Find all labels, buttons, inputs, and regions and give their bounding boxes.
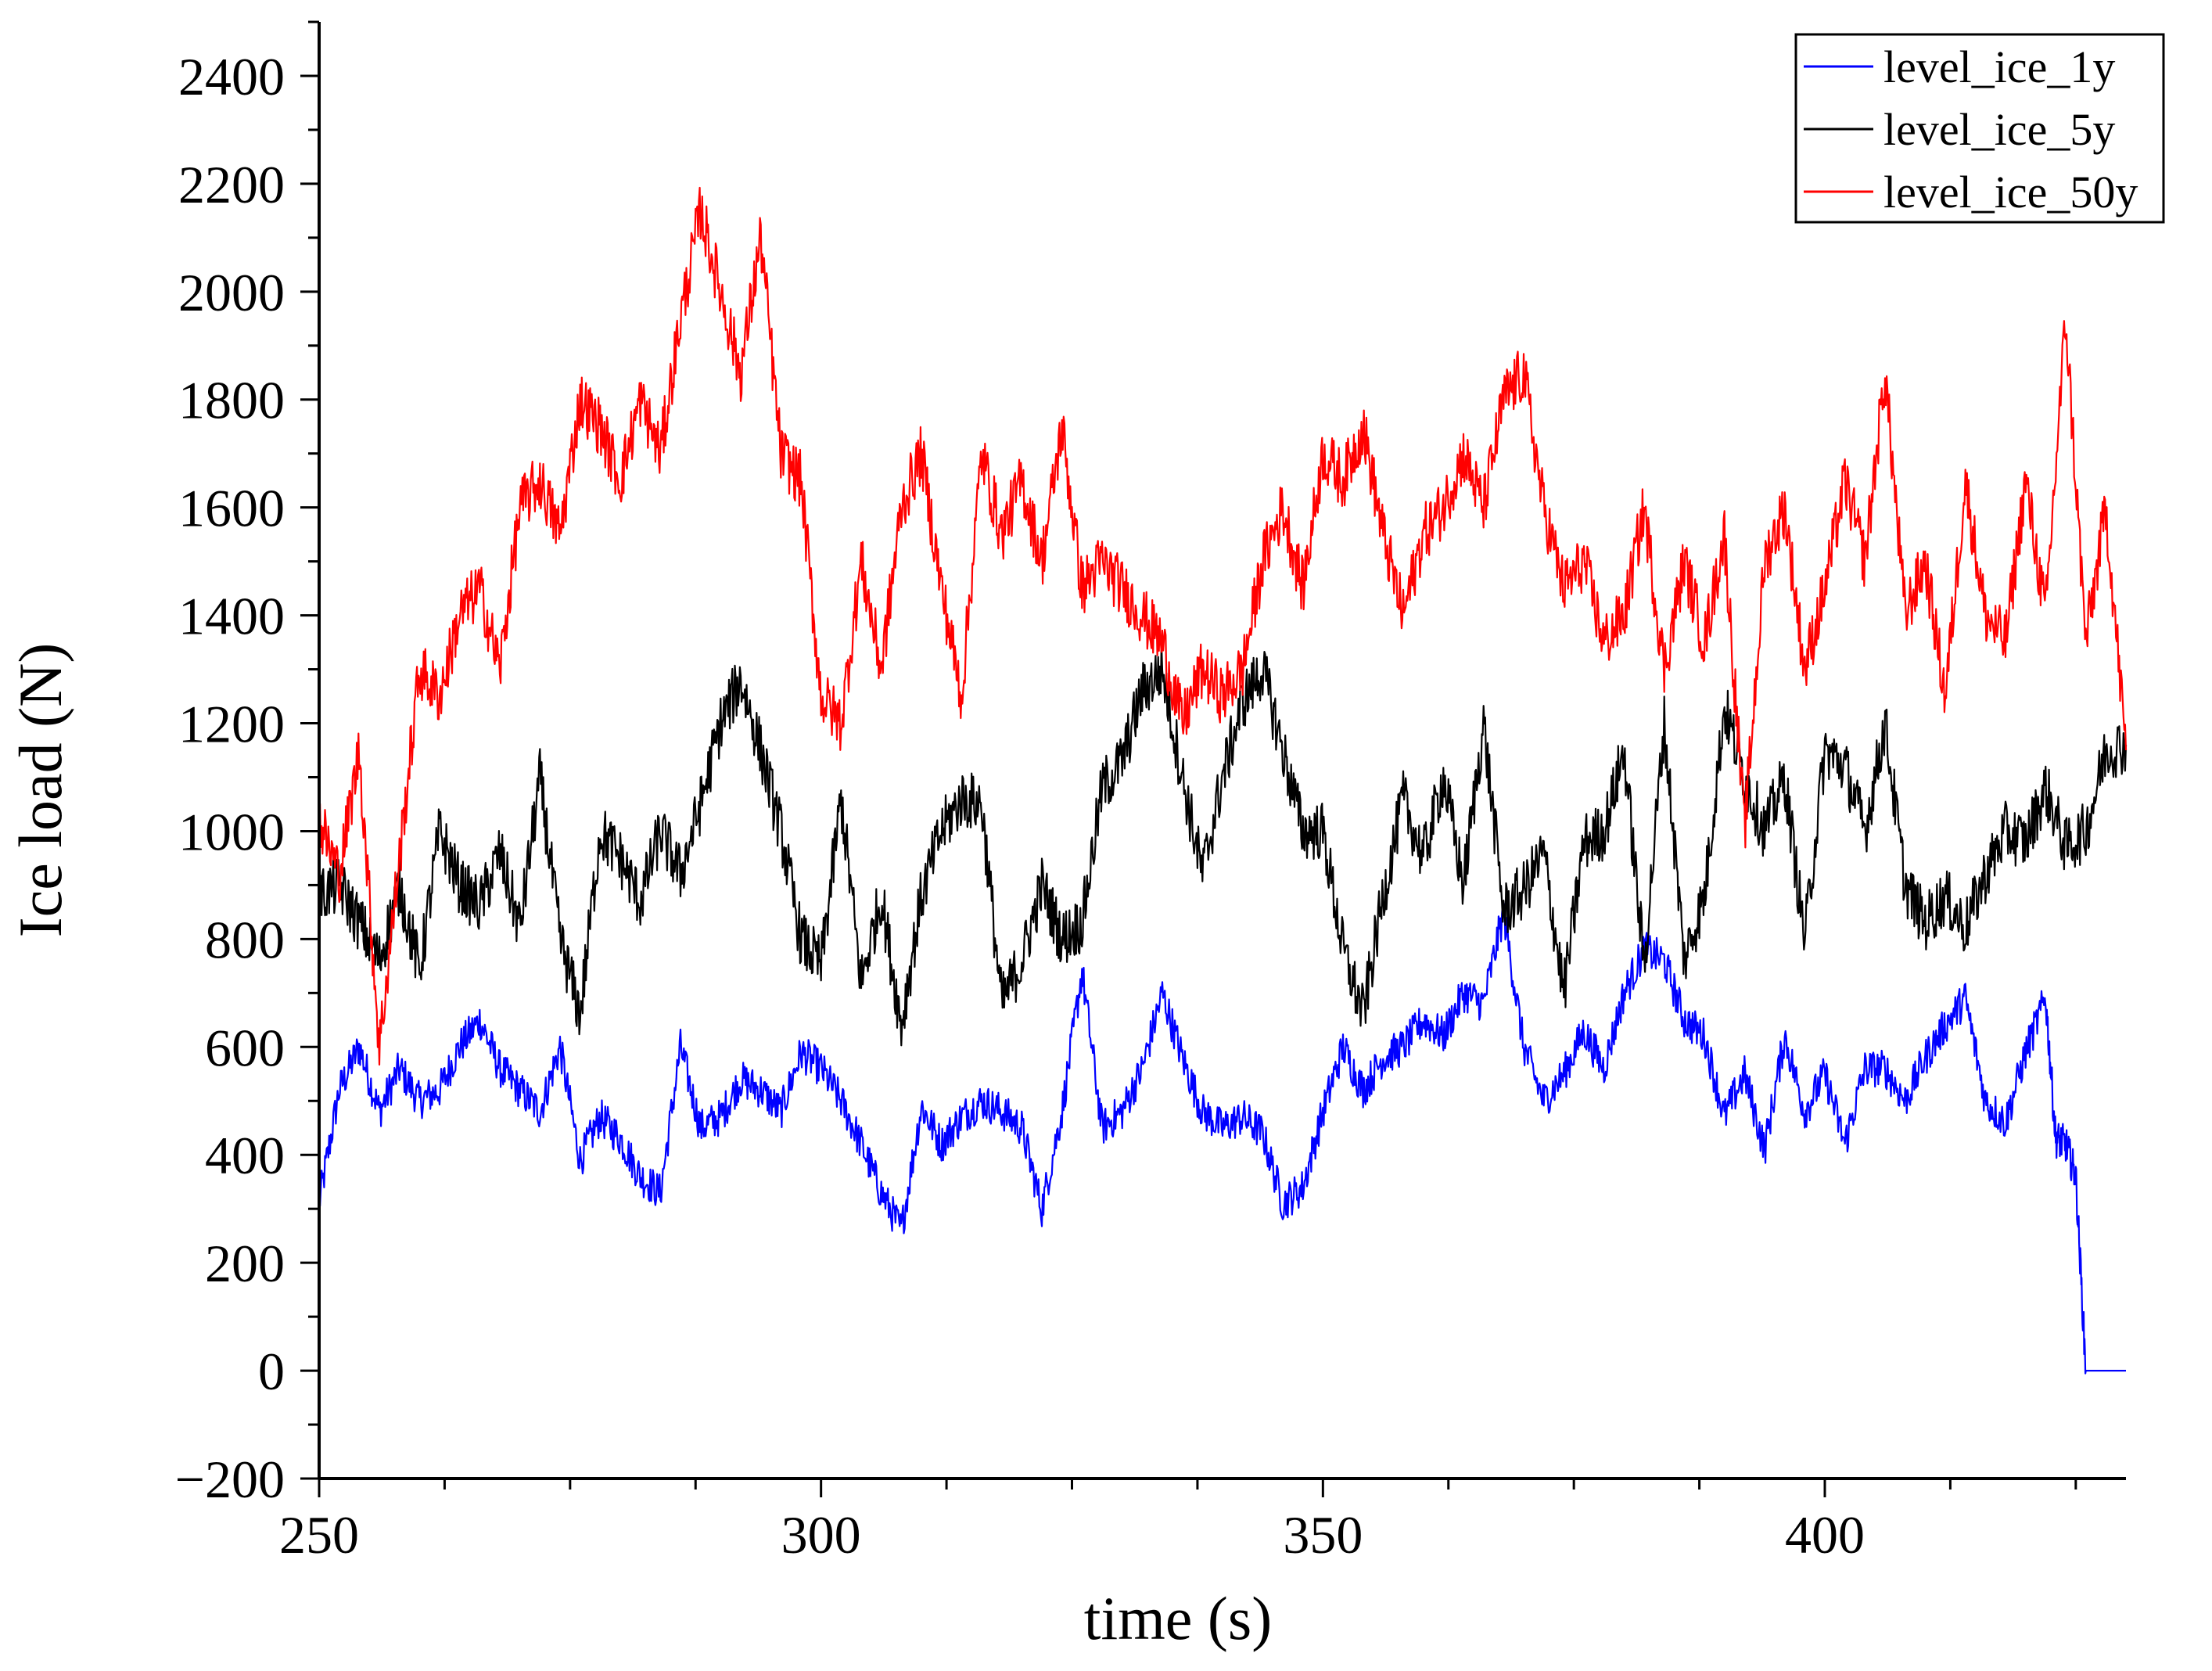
legend-label-1y: level_ice_1y	[1883, 41, 2115, 92]
legend: level_ice_1y level_ice_5y level_ice_50y	[1794, 33, 2165, 224]
y-tick-label: 1400	[178, 587, 285, 646]
y-axis-title: Ice load (N)	[6, 643, 74, 938]
y-tick-label: 800	[205, 910, 285, 969]
x-tick-label: 250	[279, 1505, 359, 1565]
x-tick-label: 300	[781, 1505, 861, 1565]
x-ticks: 250 300 350 400	[279, 1479, 2077, 1565]
y-tick-label: 2200	[178, 155, 285, 214]
y-tick-label: 400	[205, 1126, 285, 1185]
legend-label-50y: level_ice_50y	[1883, 167, 2138, 217]
plot-area: 250 300 350 400 −200 0 200 400 600 800 1000 1200 14…	[175, 20, 2128, 1565]
y-tick-label: 1800	[178, 371, 285, 430]
x-tick-label: 400	[1785, 1505, 1865, 1565]
series-line-level_ice_5y	[318, 642, 2128, 1047]
y-tick-label: 0	[258, 1342, 285, 1401]
x-axis-title: time (s)	[1084, 1584, 1272, 1652]
series-line-level_ice_1y	[318, 903, 2126, 1375]
y-tick-label: 200	[205, 1234, 285, 1293]
x-tick-label: 350	[1283, 1505, 1363, 1565]
y-tick-label: 2400	[178, 47, 285, 106]
y-tick-label: 600	[205, 1018, 285, 1077]
legend-label-5y: level_ice_5y	[1883, 104, 2115, 155]
series-line-level_ice_50y	[318, 186, 2128, 1066]
y-tick-label: −200	[175, 1450, 285, 1509]
series-layer	[318, 186, 2128, 1375]
y-tick-label: 2000	[178, 263, 285, 322]
y-ticks: −200 0 200 400 600 800 1000 1200 1400 1600 1800 200…	[175, 20, 319, 1509]
y-tick-label: 1200	[178, 695, 285, 754]
y-tick-label: 1000	[178, 802, 285, 861]
y-tick-label: 1600	[178, 479, 285, 538]
